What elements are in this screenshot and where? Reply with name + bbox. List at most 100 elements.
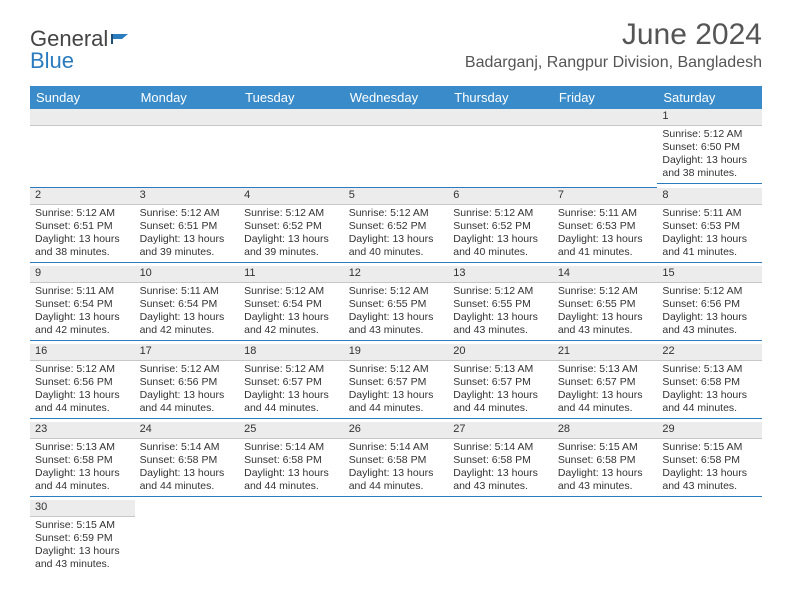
calendar-cell: 5Sunrise: 5:12 AMSunset: 6:52 PMDaylight… — [344, 188, 449, 266]
day-body: Sunrise: 5:12 AMSunset: 6:55 PMDaylight:… — [553, 283, 658, 342]
daylight-line: Daylight: 13 hours and 41 minutes. — [662, 233, 757, 259]
day-body: Sunrise: 5:12 AMSunset: 6:50 PMDaylight:… — [657, 126, 762, 185]
day-number: 9 — [30, 266, 135, 283]
location: Badarganj, Rangpur Division, Bangladesh — [465, 54, 762, 72]
day-number: 20 — [448, 344, 553, 361]
sunset-line: Sunset: 6:52 PM — [244, 220, 339, 233]
daylight-line: Daylight: 13 hours and 44 minutes. — [558, 389, 653, 415]
calendar-cell: 14Sunrise: 5:12 AMSunset: 6:55 PMDayligh… — [553, 266, 658, 344]
empty-daynum — [239, 500, 344, 516]
daylight-line: Daylight: 13 hours and 43 minutes. — [35, 545, 130, 571]
logo-text-blue: Blue — [30, 48, 74, 74]
daylight-line: Daylight: 13 hours and 43 minutes. — [558, 311, 653, 337]
daylight-line: Daylight: 13 hours and 44 minutes. — [35, 389, 130, 415]
empty-body — [344, 126, 449, 188]
sunset-line: Sunset: 6:57 PM — [558, 376, 653, 389]
sunrise-line: Sunrise: 5:12 AM — [662, 285, 757, 298]
sunset-line: Sunset: 6:58 PM — [140, 454, 235, 467]
sunrise-line: Sunrise: 5:12 AM — [35, 207, 130, 220]
day-number: 21 — [553, 344, 658, 361]
calendar-cell: 26Sunrise: 5:14 AMSunset: 6:58 PMDayligh… — [344, 422, 449, 500]
sunset-line: Sunset: 6:55 PM — [558, 298, 653, 311]
empty-body — [239, 516, 344, 578]
calendar-cell — [30, 109, 135, 188]
sunset-line: Sunset: 6:59 PM — [35, 532, 130, 545]
calendar-cell: 18Sunrise: 5:12 AMSunset: 6:57 PMDayligh… — [239, 344, 344, 422]
daylight-line: Daylight: 13 hours and 44 minutes. — [140, 467, 235, 493]
calendar-table: Sunday Monday Tuesday Wednesday Thursday… — [30, 86, 762, 578]
calendar-cell: 27Sunrise: 5:14 AMSunset: 6:58 PMDayligh… — [448, 422, 553, 500]
empty-daynum — [239, 109, 344, 126]
sunrise-line: Sunrise: 5:12 AM — [349, 285, 444, 298]
sunrise-line: Sunrise: 5:12 AM — [453, 207, 548, 220]
day-body: Sunrise: 5:12 AMSunset: 6:57 PMDaylight:… — [344, 361, 449, 420]
empty-body — [448, 516, 553, 578]
day-number: 4 — [239, 188, 344, 205]
col-tuesday: Tuesday — [239, 86, 344, 109]
calendar-cell: 10Sunrise: 5:11 AMSunset: 6:54 PMDayligh… — [135, 266, 240, 344]
day-number: 2 — [30, 188, 135, 205]
daylight-line: Daylight: 13 hours and 43 minutes. — [349, 311, 444, 337]
day-number: 28 — [553, 422, 658, 439]
empty-body — [448, 126, 553, 188]
header-row: Sunday Monday Tuesday Wednesday Thursday… — [30, 86, 762, 109]
sunset-line: Sunset: 6:57 PM — [244, 376, 339, 389]
day-number: 10 — [135, 266, 240, 283]
calendar-cell: 23Sunrise: 5:13 AMSunset: 6:58 PMDayligh… — [30, 422, 135, 500]
col-friday: Friday — [553, 86, 658, 109]
sunset-line: Sunset: 6:52 PM — [453, 220, 548, 233]
day-number: 19 — [344, 344, 449, 361]
daylight-line: Daylight: 13 hours and 43 minutes. — [662, 467, 757, 493]
sunset-line: Sunset: 6:55 PM — [349, 298, 444, 311]
day-body: Sunrise: 5:12 AMSunset: 6:51 PMDaylight:… — [135, 205, 240, 264]
sunrise-line: Sunrise: 5:13 AM — [35, 441, 130, 454]
day-number: 12 — [344, 266, 449, 283]
empty-daynum — [30, 109, 135, 126]
day-body: Sunrise: 5:12 AMSunset: 6:54 PMDaylight:… — [239, 283, 344, 342]
day-number: 23 — [30, 422, 135, 439]
empty-body — [657, 516, 762, 578]
sunrise-line: Sunrise: 5:12 AM — [349, 207, 444, 220]
calendar-cell — [135, 500, 240, 578]
day-body: Sunrise: 5:13 AMSunset: 6:57 PMDaylight:… — [448, 361, 553, 420]
sunset-line: Sunset: 6:50 PM — [662, 141, 757, 154]
sunrise-line: Sunrise: 5:12 AM — [35, 363, 130, 376]
sunset-line: Sunset: 6:57 PM — [349, 376, 444, 389]
sunrise-line: Sunrise: 5:14 AM — [349, 441, 444, 454]
day-number: 26 — [344, 422, 449, 439]
sunset-line: Sunset: 6:52 PM — [349, 220, 444, 233]
calendar-cell: 1Sunrise: 5:12 AMSunset: 6:50 PMDaylight… — [657, 109, 762, 188]
day-body: Sunrise: 5:12 AMSunset: 6:51 PMDaylight:… — [30, 205, 135, 264]
day-number: 7 — [553, 188, 658, 205]
sunrise-line: Sunrise: 5:11 AM — [558, 207, 653, 220]
day-number: 24 — [135, 422, 240, 439]
empty-daynum — [657, 500, 762, 516]
header: General June 2024 Badarganj, Rangpur Div… — [0, 0, 792, 78]
daylight-line: Daylight: 13 hours and 43 minutes. — [662, 311, 757, 337]
sunrise-line: Sunrise: 5:12 AM — [349, 363, 444, 376]
day-body: Sunrise: 5:14 AMSunset: 6:58 PMDaylight:… — [135, 439, 240, 498]
daylight-line: Daylight: 13 hours and 42 minutes. — [35, 311, 130, 337]
sunset-line: Sunset: 6:56 PM — [35, 376, 130, 389]
sunrise-line: Sunrise: 5:15 AM — [35, 519, 130, 532]
sunrise-line: Sunrise: 5:12 AM — [244, 285, 339, 298]
day-body: Sunrise: 5:14 AMSunset: 6:58 PMDaylight:… — [344, 439, 449, 498]
sunrise-line: Sunrise: 5:15 AM — [662, 441, 757, 454]
daylight-line: Daylight: 13 hours and 38 minutes. — [662, 154, 757, 180]
calendar-cell: 17Sunrise: 5:12 AMSunset: 6:56 PMDayligh… — [135, 344, 240, 422]
day-body: Sunrise: 5:14 AMSunset: 6:58 PMDaylight:… — [239, 439, 344, 498]
daylight-line: Daylight: 13 hours and 43 minutes. — [453, 467, 548, 493]
day-number: 3 — [135, 188, 240, 205]
day-body: Sunrise: 5:13 AMSunset: 6:57 PMDaylight:… — [553, 361, 658, 420]
sunrise-line: Sunrise: 5:11 AM — [35, 285, 130, 298]
calendar-cell: 9Sunrise: 5:11 AMSunset: 6:54 PMDaylight… — [30, 266, 135, 344]
sunset-line: Sunset: 6:54 PM — [140, 298, 235, 311]
empty-body — [553, 516, 658, 578]
day-number: 29 — [657, 422, 762, 439]
day-body: Sunrise: 5:11 AMSunset: 6:54 PMDaylight:… — [135, 283, 240, 342]
day-body: Sunrise: 5:15 AMSunset: 6:59 PMDaylight:… — [30, 517, 135, 575]
empty-daynum — [135, 500, 240, 516]
sunrise-line: Sunrise: 5:12 AM — [558, 285, 653, 298]
calendar-cell — [239, 500, 344, 578]
calendar-cell — [657, 500, 762, 578]
